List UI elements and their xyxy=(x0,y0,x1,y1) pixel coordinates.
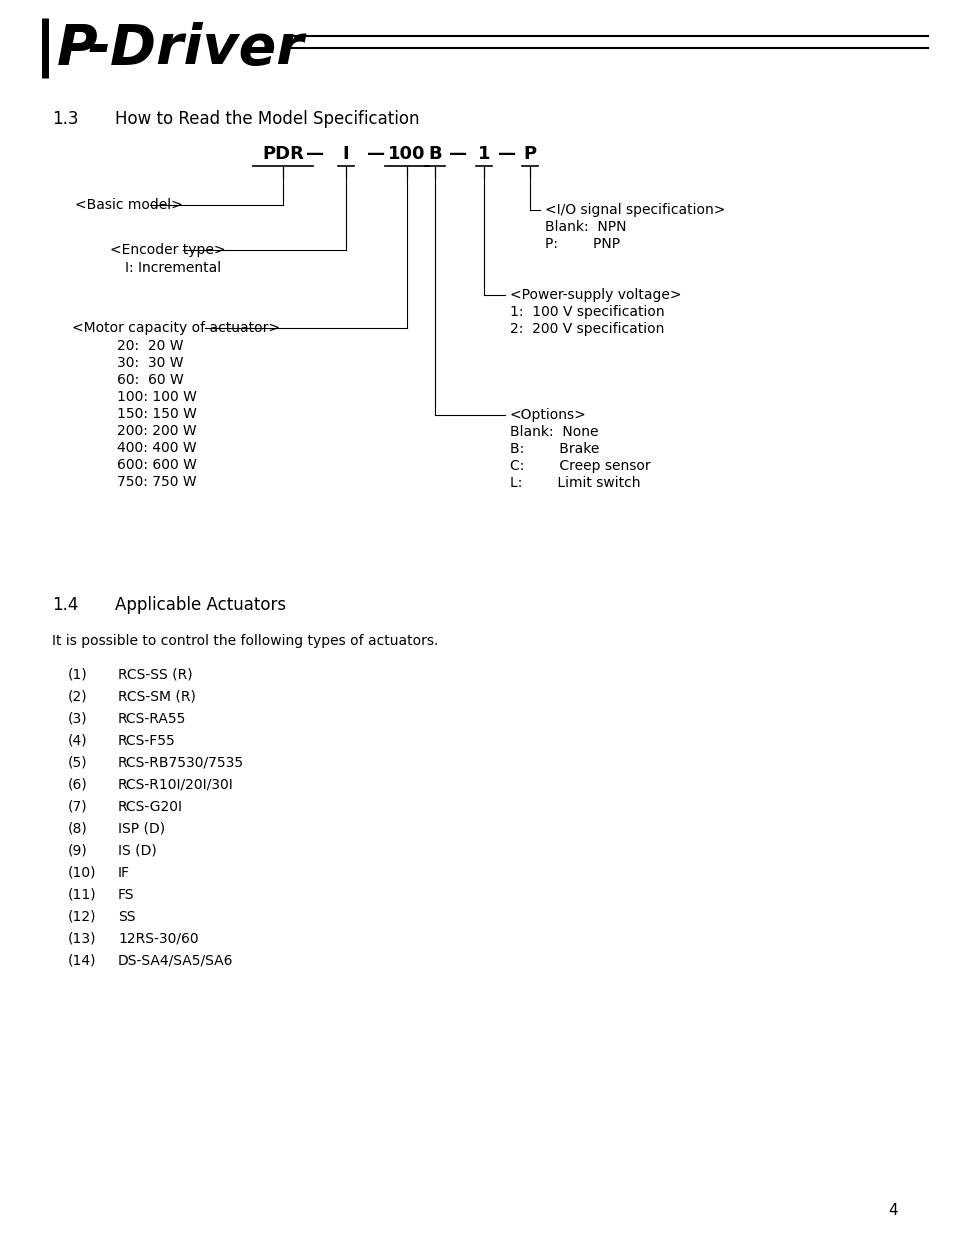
Text: RCS-RB7530/7535: RCS-RB7530/7535 xyxy=(118,756,244,769)
Text: 1: 1 xyxy=(477,144,490,163)
Text: RCS-F55: RCS-F55 xyxy=(118,734,175,748)
Text: 1.3: 1.3 xyxy=(52,110,78,128)
Text: (8): (8) xyxy=(68,823,88,836)
Text: 750: 750 W: 750: 750 W xyxy=(117,475,196,489)
Text: (7): (7) xyxy=(68,800,88,814)
Text: 600: 600 W: 600: 600 W xyxy=(117,458,196,472)
Text: RCS-R10I/20I/30I: RCS-R10I/20I/30I xyxy=(118,778,233,792)
Text: 60:  60 W: 60: 60 W xyxy=(117,373,184,387)
Text: (11): (11) xyxy=(68,888,96,902)
Text: (4): (4) xyxy=(68,734,88,748)
Text: —: — xyxy=(306,144,324,163)
Text: (14): (14) xyxy=(68,953,96,968)
Text: 200: 200 W: 200: 200 W xyxy=(117,424,196,438)
Text: C:        Creep sensor: C: Creep sensor xyxy=(510,459,650,473)
Text: (13): (13) xyxy=(68,932,96,946)
Text: —: — xyxy=(367,144,385,163)
Text: (1): (1) xyxy=(68,668,88,682)
Text: DS-SA4/SA5/SA6: DS-SA4/SA5/SA6 xyxy=(118,953,233,968)
Text: -Driver: -Driver xyxy=(88,22,304,77)
Text: RCS-G20I: RCS-G20I xyxy=(118,800,183,814)
Text: <Basic model>: <Basic model> xyxy=(75,198,183,212)
Text: 1.4: 1.4 xyxy=(52,597,78,614)
Text: (5): (5) xyxy=(68,756,88,769)
Text: <Encoder type>: <Encoder type> xyxy=(110,243,225,257)
Text: 30:  30 W: 30: 30 W xyxy=(117,356,183,370)
Text: (10): (10) xyxy=(68,866,96,881)
Text: P: P xyxy=(523,144,536,163)
Text: 20:  20 W: 20: 20 W xyxy=(117,338,183,353)
Text: 100: 100 xyxy=(388,144,425,163)
Text: IF: IF xyxy=(118,866,130,881)
Text: Blank:  NPN: Blank: NPN xyxy=(544,220,626,233)
Text: L:        Limit switch: L: Limit switch xyxy=(510,475,639,490)
Text: B: B xyxy=(428,144,441,163)
Text: I: Incremental: I: Incremental xyxy=(125,261,221,275)
Text: FS: FS xyxy=(118,888,134,902)
Text: PDR: PDR xyxy=(262,144,304,163)
Text: SS: SS xyxy=(118,910,135,924)
Text: <I/O signal specification>: <I/O signal specification> xyxy=(544,203,724,217)
Text: P: P xyxy=(57,22,97,77)
Text: I: I xyxy=(342,144,349,163)
Text: (9): (9) xyxy=(68,844,88,858)
Text: 400: 400 W: 400: 400 W xyxy=(117,441,196,454)
Text: Applicable Actuators: Applicable Actuators xyxy=(115,597,286,614)
Text: 150: 150 W: 150: 150 W xyxy=(117,408,196,421)
Text: (3): (3) xyxy=(68,713,88,726)
Text: RCS-RA55: RCS-RA55 xyxy=(118,713,186,726)
Text: B:        Brake: B: Brake xyxy=(510,442,598,456)
Text: ISP (D): ISP (D) xyxy=(118,823,165,836)
Text: RCS-SM (R): RCS-SM (R) xyxy=(118,690,195,704)
Text: <Options>: <Options> xyxy=(510,408,586,422)
Text: Blank:  None: Blank: None xyxy=(510,425,598,438)
Text: It is possible to control the following types of actuators.: It is possible to control the following … xyxy=(52,634,438,648)
Text: 2:  200 V specification: 2: 200 V specification xyxy=(510,322,663,336)
Text: 100: 100 W: 100: 100 W xyxy=(117,390,196,404)
Text: 1:  100 V specification: 1: 100 V specification xyxy=(510,305,664,319)
Text: How to Read the Model Specification: How to Read the Model Specification xyxy=(115,110,419,128)
Text: (6): (6) xyxy=(68,778,88,792)
Text: (12): (12) xyxy=(68,910,96,924)
Text: <Motor capacity of actuator>: <Motor capacity of actuator> xyxy=(71,321,280,335)
Text: <Power-supply voltage>: <Power-supply voltage> xyxy=(510,288,680,303)
Text: —: — xyxy=(497,144,516,163)
Text: 4: 4 xyxy=(887,1203,897,1218)
Text: 12RS-30/60: 12RS-30/60 xyxy=(118,932,198,946)
Text: P:        PNP: P: PNP xyxy=(544,237,619,251)
Text: RCS-SS (R): RCS-SS (R) xyxy=(118,668,193,682)
Text: (2): (2) xyxy=(68,690,88,704)
Text: IS (D): IS (D) xyxy=(118,844,156,858)
Text: —: — xyxy=(449,144,467,163)
